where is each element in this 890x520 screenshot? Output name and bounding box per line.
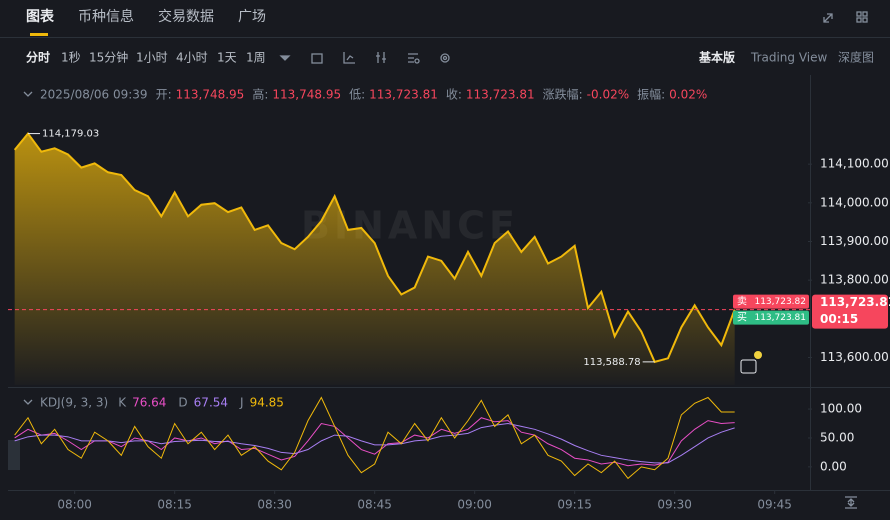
info-label: 涨跌幅: bbox=[543, 87, 583, 102]
kdj-line bbox=[14, 417, 735, 467]
x-tick-label: 09:00 bbox=[457, 498, 492, 512]
low-label: 113,588.78 bbox=[583, 357, 640, 368]
info-label: 低: bbox=[349, 88, 365, 102]
toolbar-icons[interactable] bbox=[23, 11, 868, 509]
info-value: 113,748.95 bbox=[272, 88, 341, 102]
legend-name: D bbox=[178, 396, 187, 410]
y-tick-label: 113,900.00 bbox=[820, 234, 889, 248]
x-tick-label: 09:30 bbox=[657, 498, 692, 512]
x-tick-label: 08:15 bbox=[157, 498, 192, 512]
x-tick-label: 08:45 bbox=[357, 498, 392, 512]
high-label: 114,179.03 bbox=[42, 129, 99, 140]
y-tick-label: 113,800.00 bbox=[820, 273, 889, 287]
panel-handle[interactable] bbox=[8, 440, 20, 470]
countdown: 00:15 bbox=[820, 312, 858, 326]
ask-label: 卖 bbox=[737, 296, 747, 308]
info-value: 0.02% bbox=[669, 88, 707, 102]
event-icon[interactable] bbox=[740, 359, 757, 374]
tab[interactable]: 交易数据 bbox=[158, 8, 214, 25]
tab-indicator bbox=[30, 33, 48, 36]
interval-button[interactable]: 4小时 bbox=[176, 51, 208, 65]
y-tick-label: 50.00 bbox=[820, 430, 854, 444]
x-tick-label: 09:15 bbox=[557, 498, 592, 512]
indicator-title: KDJ(9, 3, 3) bbox=[40, 396, 108, 410]
view-button[interactable]: 基本版 bbox=[698, 50, 735, 65]
info-label: 收: bbox=[446, 88, 462, 102]
price-line bbox=[13, 131, 736, 364]
last-price-box bbox=[812, 294, 888, 329]
interval-button[interactable]: 1周 bbox=[246, 51, 266, 65]
kdj-line bbox=[14, 396, 735, 480]
interval-button[interactable]: 1秒 bbox=[61, 51, 81, 65]
ask-value: 113,723.82 bbox=[754, 297, 806, 307]
interval-button[interactable]: 1天 bbox=[217, 51, 237, 65]
tab[interactable]: 图表 bbox=[26, 8, 55, 25]
info-label: 振幅: bbox=[637, 87, 665, 102]
info-value: -0.02% bbox=[587, 88, 629, 102]
interval-button[interactable]: 1小时 bbox=[136, 51, 168, 65]
tab[interactable]: 币种信息 bbox=[78, 8, 134, 25]
bid-label: 买 bbox=[737, 312, 747, 324]
y-tick-label: 114,000.00 bbox=[820, 195, 889, 209]
bid-value: 113,723.81 bbox=[754, 313, 806, 323]
last-price-label: 113,723.81 bbox=[820, 295, 890, 309]
legend-value: 67.54 bbox=[194, 396, 228, 410]
x-tick-label: 09:45 bbox=[757, 498, 792, 512]
y-tick-label: 0.00 bbox=[820, 459, 847, 473]
x-tick-label: 08:00 bbox=[57, 498, 92, 512]
legend-name: K bbox=[118, 396, 127, 410]
ask-box bbox=[733, 294, 809, 309]
y-tick-label: 114,100.00 bbox=[820, 157, 889, 171]
interval-button[interactable]: 分时 bbox=[26, 50, 50, 65]
legend-name: J bbox=[239, 396, 244, 410]
info-value: 113,748.95 bbox=[176, 88, 245, 102]
info-value: 113,723.81 bbox=[369, 88, 438, 102]
info-date: 2025/08/06 09:39 bbox=[40, 88, 148, 102]
view-button[interactable]: Trading View bbox=[750, 51, 828, 65]
interval-button[interactable]: 15分钟 bbox=[89, 50, 128, 65]
y-tick-label: 113,600.00 bbox=[820, 350, 889, 364]
info-value: 113,723.81 bbox=[466, 88, 535, 102]
legend-value: 76.64 bbox=[132, 396, 166, 410]
tab[interactable]: 广场 bbox=[238, 9, 266, 25]
legend-value: 94.85 bbox=[250, 396, 284, 410]
marker-dot bbox=[754, 351, 762, 359]
x-tick-label: 08:30 bbox=[257, 498, 292, 512]
info-label: 高: bbox=[252, 87, 268, 102]
area-fill bbox=[14, 133, 735, 385]
info-label: 开: bbox=[156, 88, 172, 102]
bid-box bbox=[733, 310, 809, 325]
kdj-line bbox=[14, 423, 735, 464]
y-tick-label: 100.00 bbox=[820, 402, 862, 416]
view-button[interactable]: 深度图 bbox=[838, 50, 874, 65]
